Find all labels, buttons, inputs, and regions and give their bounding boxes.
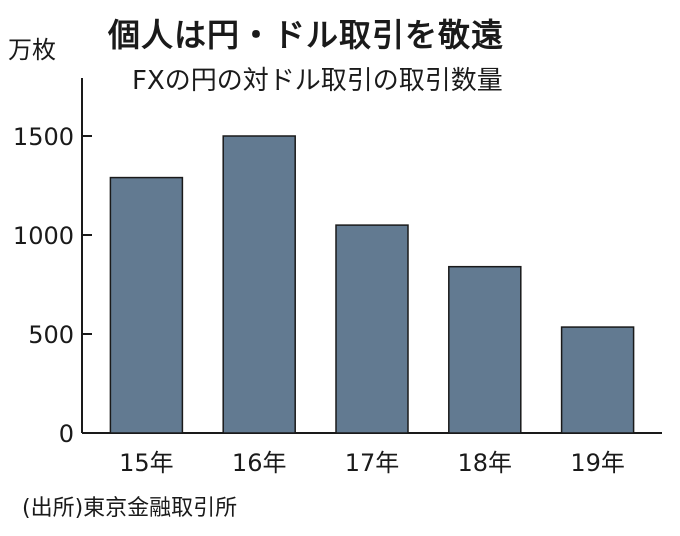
y-tick-label: 500 — [28, 321, 74, 349]
bar — [448, 265, 522, 434]
bar — [335, 224, 409, 434]
y-axis-unit-label: 万枚 — [8, 36, 56, 64]
source-note: (出所)東京金融取引所 — [22, 496, 238, 521]
bar — [560, 326, 635, 434]
bar — [109, 176, 184, 434]
bar — [222, 135, 296, 434]
x-category-label: 16年 — [232, 449, 287, 477]
chart-title: 個人は円・ドル取引を敬遠 — [108, 16, 505, 54]
x-category-label: 18年 — [458, 449, 513, 477]
y-tick-label: 1500 — [13, 123, 74, 151]
chart-subtitle: FXの円の対ドル取引の取引数量 — [132, 66, 503, 96]
x-category-label: 17年 — [345, 449, 400, 477]
y-tick-label: 1000 — [13, 222, 74, 250]
x-category-label: 15年 — [119, 449, 174, 477]
x-category-label: 19年 — [570, 449, 625, 477]
y-tick-label: 0 — [59, 420, 74, 448]
